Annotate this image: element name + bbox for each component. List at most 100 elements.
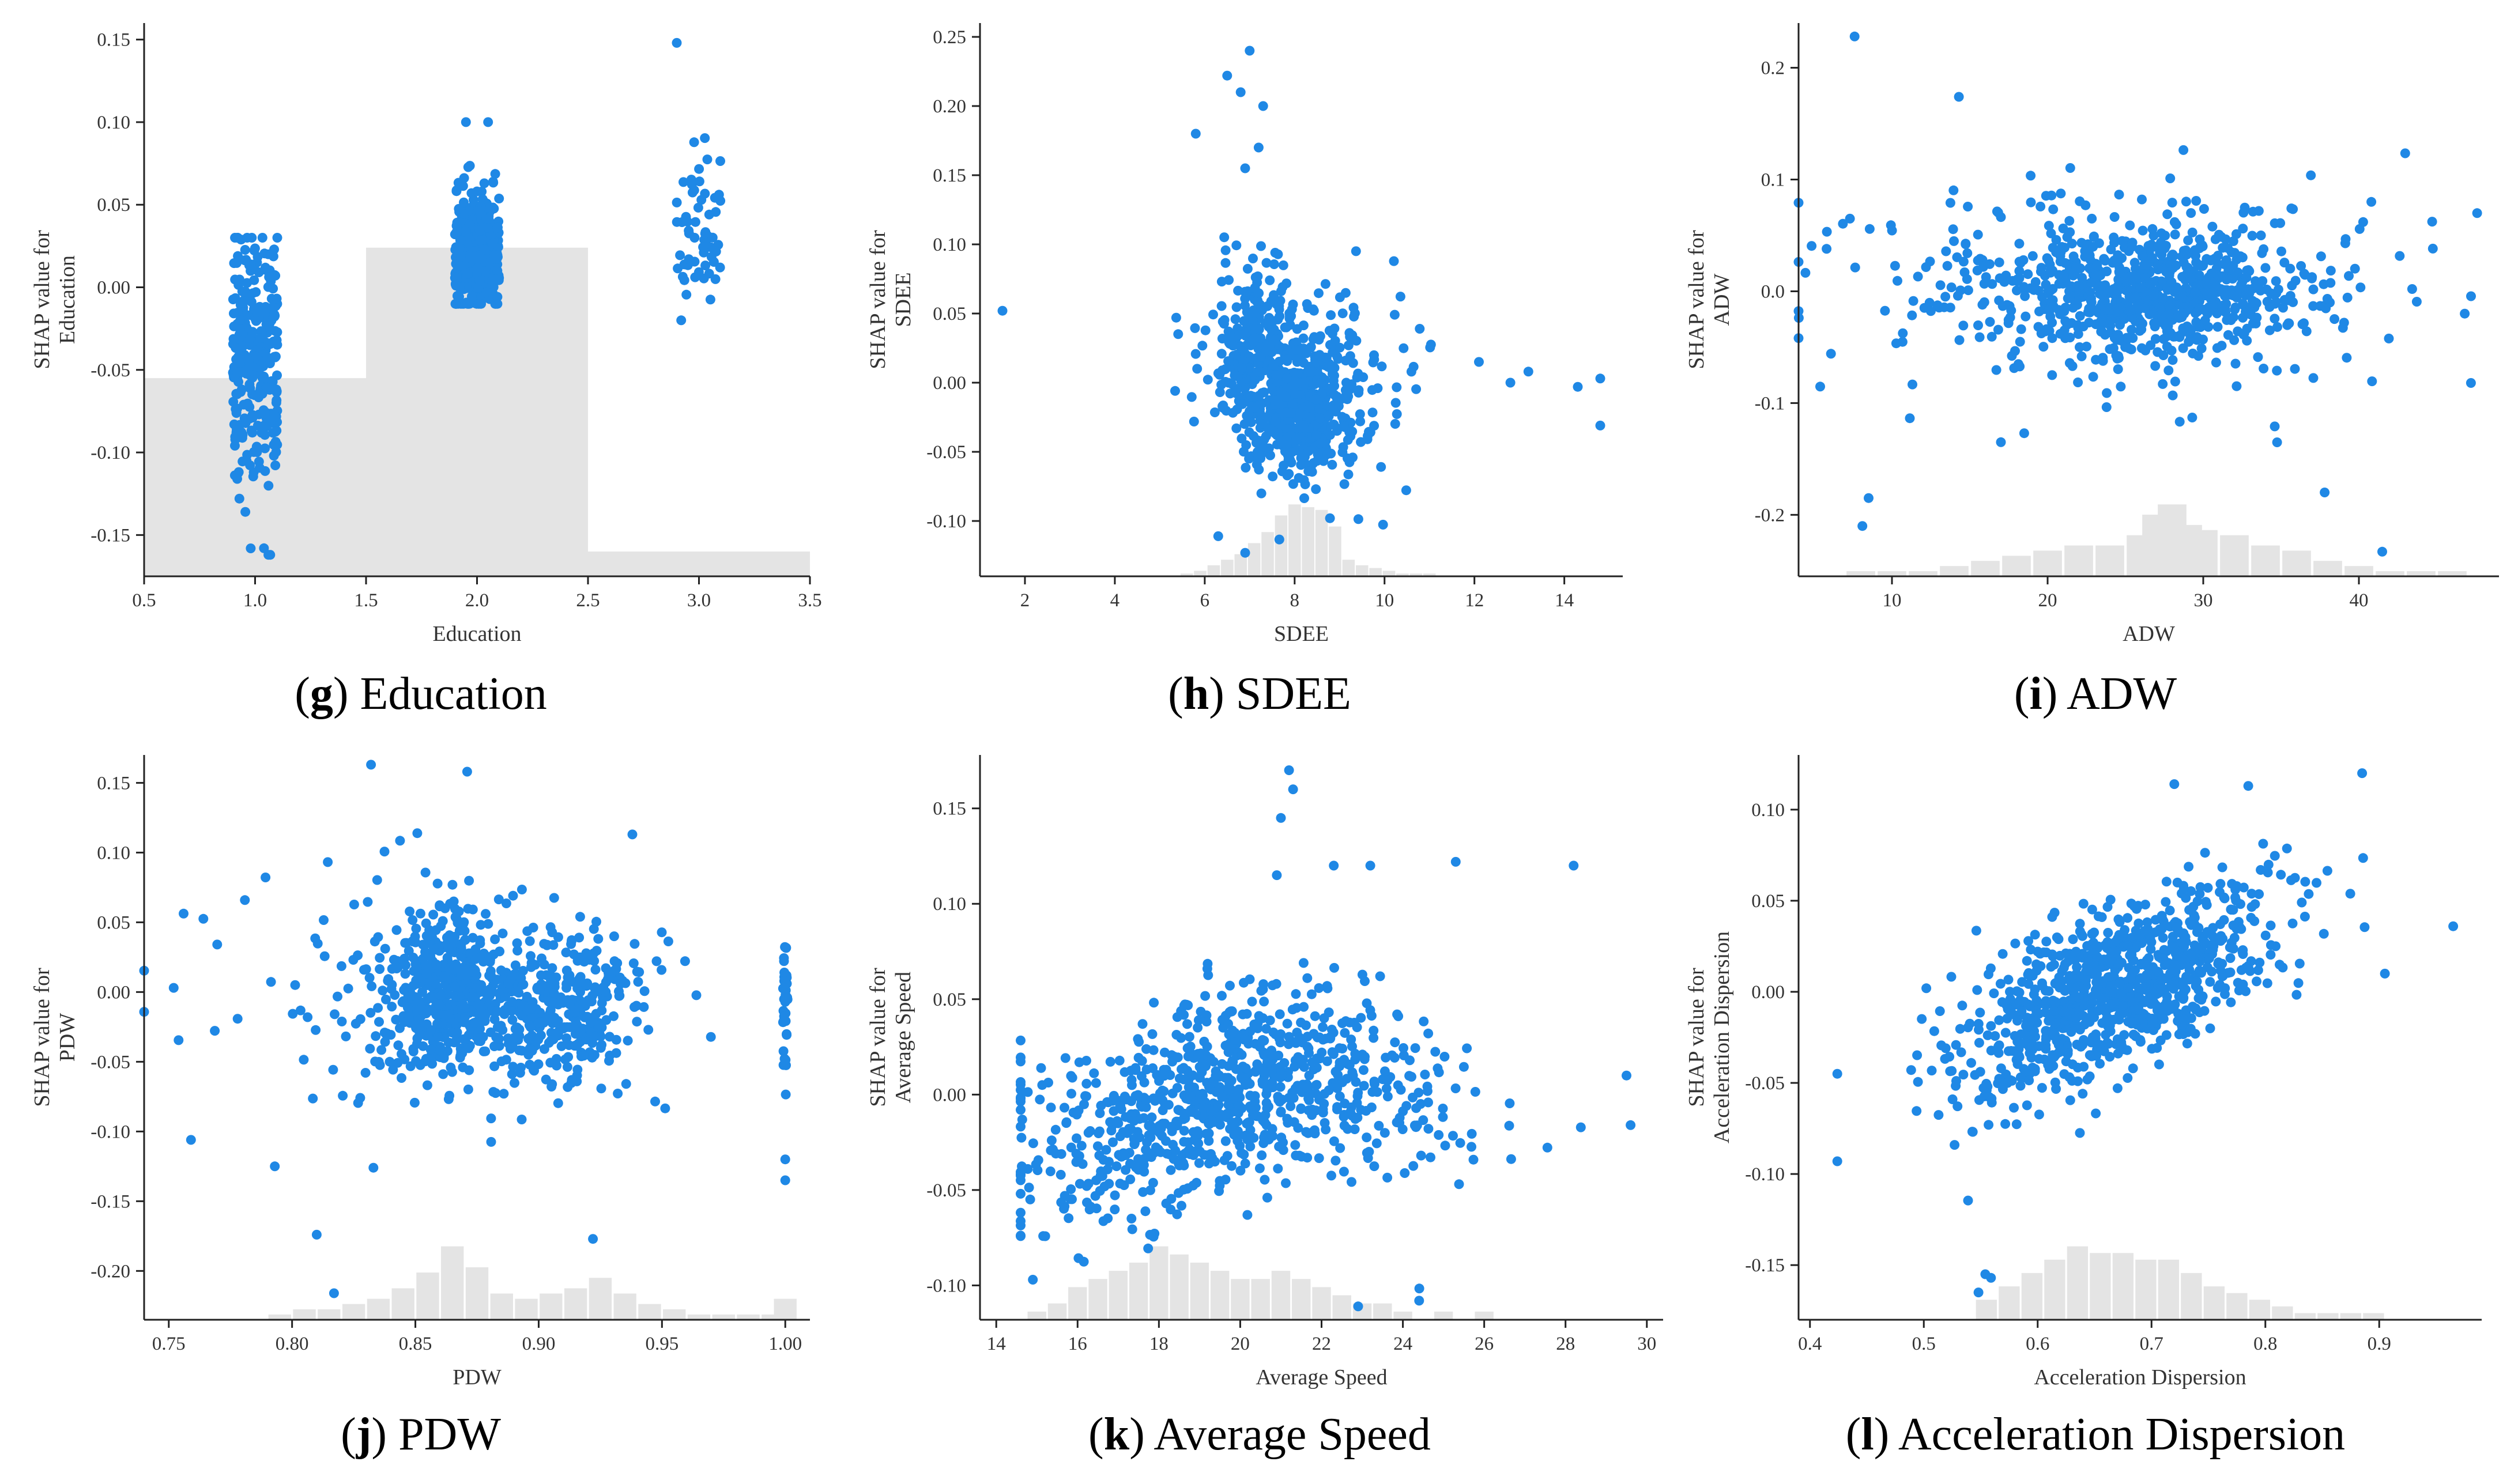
scatter-point [1329,1136,1339,1146]
scatter-point [481,1009,491,1019]
scatter-point [260,443,270,454]
scatter-point [1258,1066,1269,1077]
scatter-point [1315,438,1325,448]
scatter-point [1177,1200,1186,1211]
scatter-point [1314,983,1324,993]
scatter-point [1244,427,1254,437]
scatter-point [2194,270,2204,281]
scatter-point [1390,419,1400,429]
scatter-point [420,1056,431,1067]
scatter-point [2272,365,2282,376]
scatter-point [1470,1087,1480,1097]
scatter-point [1414,1296,1424,1306]
scatter-point [1358,1065,1369,1075]
scatter-point [1114,1150,1124,1160]
scatter-point [1081,1056,1091,1066]
scatter-point [493,222,503,233]
scatter-point [1199,1036,1209,1047]
scatter-point [468,932,478,943]
scatter-point [2273,284,2283,294]
scatter-point [1016,1230,1026,1241]
scatter-point [1405,1055,1415,1066]
scatter-point [1186,392,1197,402]
histogram-bar [2135,1259,2157,1320]
scatter-point [657,965,667,975]
scatter-point [1340,288,1351,298]
scatter-point [368,1162,379,1173]
scatter-point [458,1062,468,1073]
scatter-point [492,975,502,985]
scatter-point [571,1041,582,1051]
scatter-point [1066,1184,1076,1194]
scatter-point [231,407,242,417]
scatter-point [1298,958,1309,968]
scatter-point [2220,304,2230,314]
scatter-point [1273,314,1283,324]
scatter-point [2123,913,2133,923]
scatter-point [2029,285,2039,295]
scatter-point [2147,224,2158,234]
scatter-point [1193,1049,1203,1059]
scatter-point [1233,371,1243,382]
scatter-point [575,976,586,987]
scatter-point [1090,1191,1100,1201]
scatter-point [1110,1190,1120,1200]
scatter-point [2178,145,2189,155]
scatter-point [1292,414,1303,424]
x-tick-label: 0.80 [276,1334,309,1354]
y-tick-label: 0.00 [97,278,130,299]
scatter-point [1266,325,1277,335]
scatter-point [1201,1017,1212,1027]
scatter-point [234,493,244,504]
y-tick-label: -0.20 [91,1261,130,1282]
scatter-point [1311,1079,1322,1090]
scatter-point [2217,862,2227,873]
scatter-point [1908,296,1918,306]
scatter-point [2344,271,2354,281]
scatter-point [1339,421,1349,431]
scatter-point [2257,276,2268,286]
scatter-point [426,1025,436,1035]
scatter-point [2083,249,2093,259]
histogram-bar [515,1298,538,1320]
scatter-point [1305,402,1315,413]
scatter-point [2113,351,2124,361]
scatter-point [1220,258,1231,268]
scatter-point [269,244,279,255]
scatter-point [2059,325,2070,335]
scatter-point [2169,331,2178,342]
scatter-point [1448,1131,1458,1141]
scatter-point [1260,1175,1270,1185]
scatter-point [630,939,640,949]
scatter-point [464,875,474,886]
scatter-point [514,1024,525,1034]
histogram-bar [1409,573,1423,576]
scatter-point [262,382,272,392]
histogram-bar [1332,1295,1351,1320]
scatter-point [1161,1198,1171,1209]
scatter-point [1278,1145,1288,1156]
scatter-point [1075,1179,1085,1189]
histogram-bar [490,1293,513,1320]
scatter-point [1239,419,1250,429]
scatter-point [547,1079,557,1089]
scatter-point [1389,309,1400,320]
x-tick-label: 1.5 [354,590,378,611]
scatter-point [485,991,495,1001]
scatter-point [1244,363,1254,373]
scatter-point [1240,547,1250,558]
y-tick-label: 0.25 [933,27,966,48]
scatter-point [2278,303,2288,313]
y-axis-label: SHAP value forEducation [30,230,80,369]
scatter-point [405,907,415,916]
scatter-point [459,926,470,936]
scatter-point [333,991,342,1002]
y-axis-label-line: SHAP value for [30,968,54,1107]
scatter-point [1997,301,2008,311]
scatter-point [2114,267,2124,278]
scatter-point [2229,335,2240,345]
histogram-bar [1292,1279,1311,1320]
scatter-point [372,875,382,885]
scatter-point [2329,314,2340,324]
histogram-bar [638,1304,661,1320]
